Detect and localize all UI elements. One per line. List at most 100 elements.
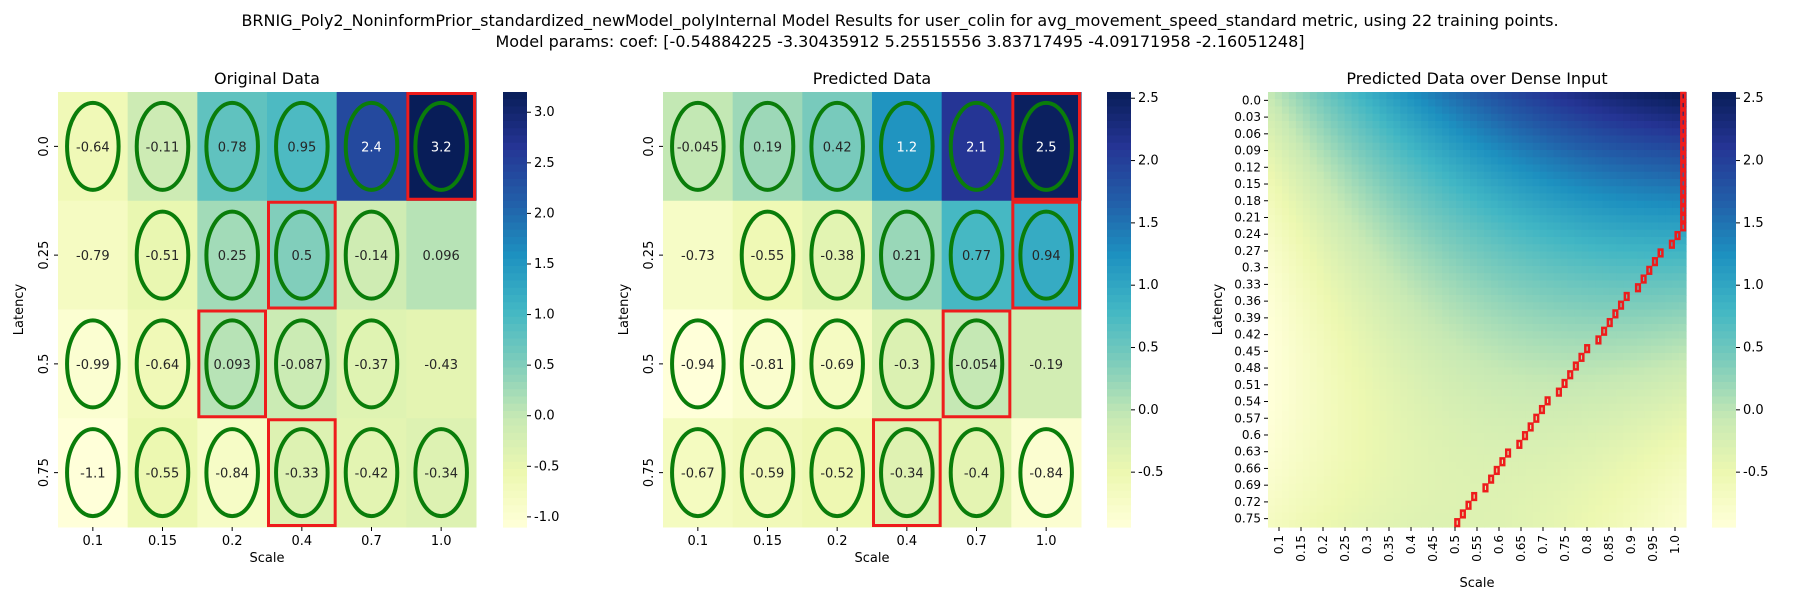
dense-cell xyxy=(1316,121,1325,129)
dense-cell xyxy=(1442,324,1450,332)
dense-cell xyxy=(1316,505,1325,514)
dense-cell xyxy=(1330,338,1339,347)
dense-cell xyxy=(1302,200,1311,209)
dense-cell xyxy=(1595,498,1603,506)
dense-cell xyxy=(1351,490,1360,499)
training-point-ellipse xyxy=(343,100,400,192)
dense-cell xyxy=(1651,498,1659,506)
colorbar-tick-label: 2.0 xyxy=(1743,154,1764,169)
dense-cell xyxy=(1268,171,1276,180)
dense-cell xyxy=(1414,280,1422,289)
dense-cell xyxy=(1295,425,1304,434)
dense-cell xyxy=(1295,287,1304,296)
dense-cell xyxy=(1567,411,1576,419)
dense-cell xyxy=(1483,338,1492,347)
dense-cell xyxy=(1539,237,1548,245)
y-axis-label-0: Latency xyxy=(12,284,27,336)
dense-cell xyxy=(1323,193,1332,202)
dense-cell xyxy=(1609,440,1617,448)
colorbar-segment xyxy=(1107,157,1131,166)
dense-cell xyxy=(1644,113,1652,122)
dense-cell xyxy=(1574,476,1583,485)
dense-cell xyxy=(1595,121,1603,129)
dense-cell xyxy=(1309,374,1318,383)
dense-cell xyxy=(1477,92,1485,100)
dense-cell xyxy=(1463,164,1471,173)
dense-cell xyxy=(1679,374,1687,383)
dense-cell xyxy=(1532,251,1541,260)
dense-cell xyxy=(1616,280,1624,289)
dense-cell xyxy=(1442,106,1450,115)
dense-cell xyxy=(1428,222,1436,231)
dense-cell xyxy=(1490,295,1499,303)
dense-cell xyxy=(1525,244,1534,253)
dense-cell xyxy=(1449,345,1457,354)
dense-cell xyxy=(1386,345,1394,354)
dense-cell xyxy=(1386,237,1394,245)
dense-cell xyxy=(1351,367,1360,376)
axes-title-0: Original Data xyxy=(214,69,320,88)
dense-cell xyxy=(1504,302,1513,311)
dense-cell xyxy=(1393,447,1401,456)
dense-cell xyxy=(1553,150,1562,158)
dense-cell xyxy=(1351,258,1360,267)
dense-cell xyxy=(1379,215,1388,224)
dense-cell xyxy=(1658,476,1666,485)
dense-cell xyxy=(1609,389,1617,398)
dense-cell xyxy=(1268,396,1276,405)
dense-cell xyxy=(1672,309,1680,318)
dense-cell xyxy=(1386,505,1394,514)
dense-cell xyxy=(1490,418,1499,427)
dense-cell xyxy=(1281,331,1290,340)
dense-cell xyxy=(1477,273,1485,282)
colorbar-segment xyxy=(1107,476,1131,485)
dense-cell xyxy=(1602,237,1610,245)
dense-cell xyxy=(1330,447,1339,456)
dense-cell xyxy=(1595,396,1603,405)
colorbar-segment xyxy=(1712,447,1736,456)
dense-cell xyxy=(1665,367,1673,376)
dense-cell xyxy=(1344,99,1353,108)
dense-cell xyxy=(1574,222,1583,231)
dense-cell xyxy=(1497,92,1506,100)
dense-cell xyxy=(1268,164,1276,173)
dense-highlight-box xyxy=(1504,448,1512,458)
dense-cell xyxy=(1511,164,1520,173)
dense-cell xyxy=(1379,266,1388,274)
dense-cell xyxy=(1393,512,1401,521)
colorbar-segment xyxy=(1107,186,1131,195)
dense-cell xyxy=(1518,193,1527,202)
dense-cell xyxy=(1637,519,1645,528)
dense-cell xyxy=(1539,150,1548,158)
dense-cell xyxy=(1358,171,1367,180)
dense-cell xyxy=(1470,273,1478,282)
colorbar-segment xyxy=(1712,164,1736,173)
dense-cell xyxy=(1358,483,1367,492)
dense-cell xyxy=(1302,338,1311,347)
dense-cell xyxy=(1574,193,1583,202)
dense-cell xyxy=(1477,229,1485,238)
dense-cell xyxy=(1463,389,1471,398)
dense-cell xyxy=(1511,338,1520,347)
dense-cell xyxy=(1316,186,1325,195)
dense-cell xyxy=(1616,222,1624,231)
dense-cell xyxy=(1323,505,1332,514)
dense-cell xyxy=(1330,490,1339,499)
dense-cell xyxy=(1365,418,1374,427)
dense-cell xyxy=(1511,229,1520,238)
dense-cell xyxy=(1407,244,1415,253)
colorbar-segment xyxy=(503,92,527,100)
dense-cell xyxy=(1421,215,1429,224)
dense-cell xyxy=(1449,360,1457,369)
dense-cell xyxy=(1497,222,1506,231)
dense-cell xyxy=(1421,309,1429,318)
dense-cell xyxy=(1323,447,1332,456)
dense-cell xyxy=(1337,287,1346,296)
dense-cell xyxy=(1588,403,1597,412)
dense-cell xyxy=(1372,215,1381,224)
dense-cell xyxy=(1602,309,1610,318)
dense-cell xyxy=(1581,302,1590,311)
highlight-box xyxy=(197,309,267,419)
dense-cell xyxy=(1414,142,1422,151)
colorbar-segment xyxy=(1107,461,1131,470)
